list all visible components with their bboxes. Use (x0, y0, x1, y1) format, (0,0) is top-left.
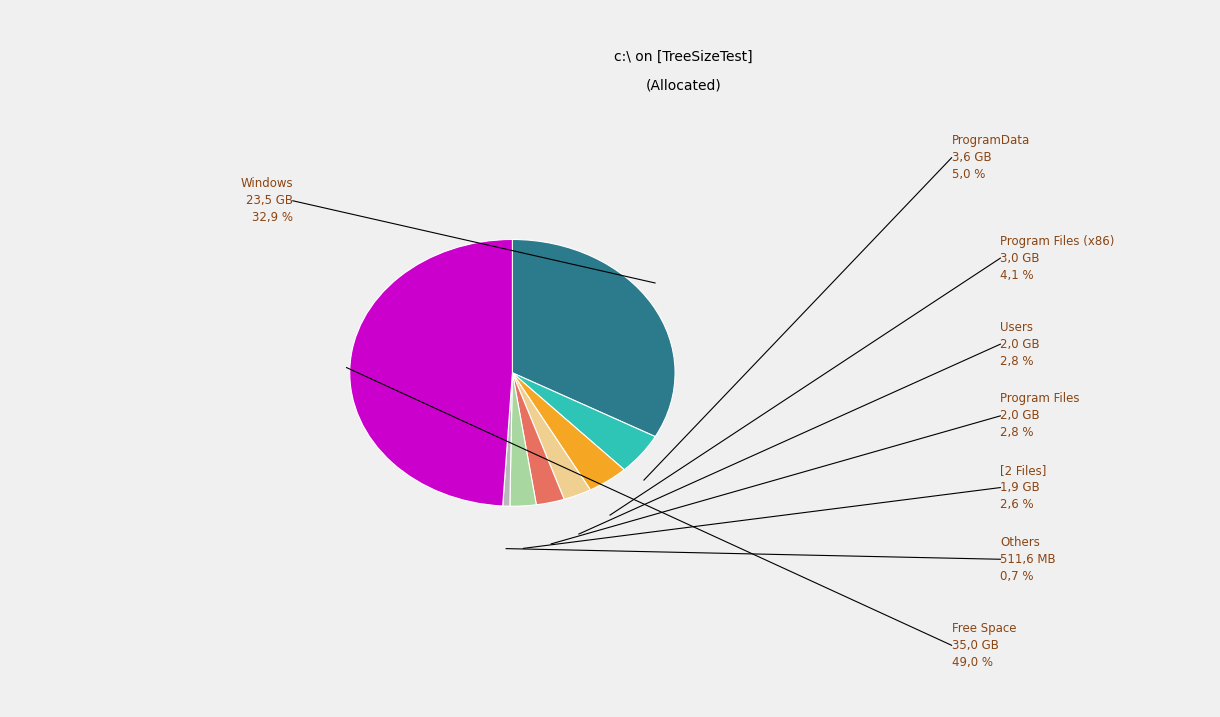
Text: c:\ on [TreeSizeTest]: c:\ on [TreeSizeTest] (614, 50, 753, 65)
Wedge shape (510, 373, 537, 506)
Text: Users
2,0 GB
2,8 %: Users 2,0 GB 2,8 % (1000, 320, 1039, 368)
Wedge shape (512, 373, 655, 470)
Text: Windows
23,5 GB
32,9 %: Windows 23,5 GB 32,9 % (240, 177, 293, 224)
Wedge shape (350, 239, 512, 506)
Wedge shape (512, 239, 675, 437)
Text: ProgramData
3,6 GB
5,0 %: ProgramData 3,6 GB 5,0 % (952, 134, 1030, 181)
Text: Free Space
35,0 GB
49,0 %: Free Space 35,0 GB 49,0 % (952, 622, 1016, 669)
Wedge shape (512, 373, 625, 490)
Text: Others
511,6 MB
0,7 %: Others 511,6 MB 0,7 % (1000, 536, 1057, 583)
Wedge shape (512, 373, 564, 505)
Wedge shape (512, 373, 590, 499)
Wedge shape (503, 373, 512, 506)
Text: Program Files
2,0 GB
2,8 %: Program Files 2,0 GB 2,8 % (1000, 392, 1080, 440)
Text: [2 Files]
1,9 GB
2,6 %: [2 Files] 1,9 GB 2,6 % (1000, 464, 1047, 511)
Text: Program Files (x86)
3,0 GB
4,1 %: Program Files (x86) 3,0 GB 4,1 % (1000, 234, 1115, 282)
Text: (Allocated): (Allocated) (645, 79, 721, 93)
